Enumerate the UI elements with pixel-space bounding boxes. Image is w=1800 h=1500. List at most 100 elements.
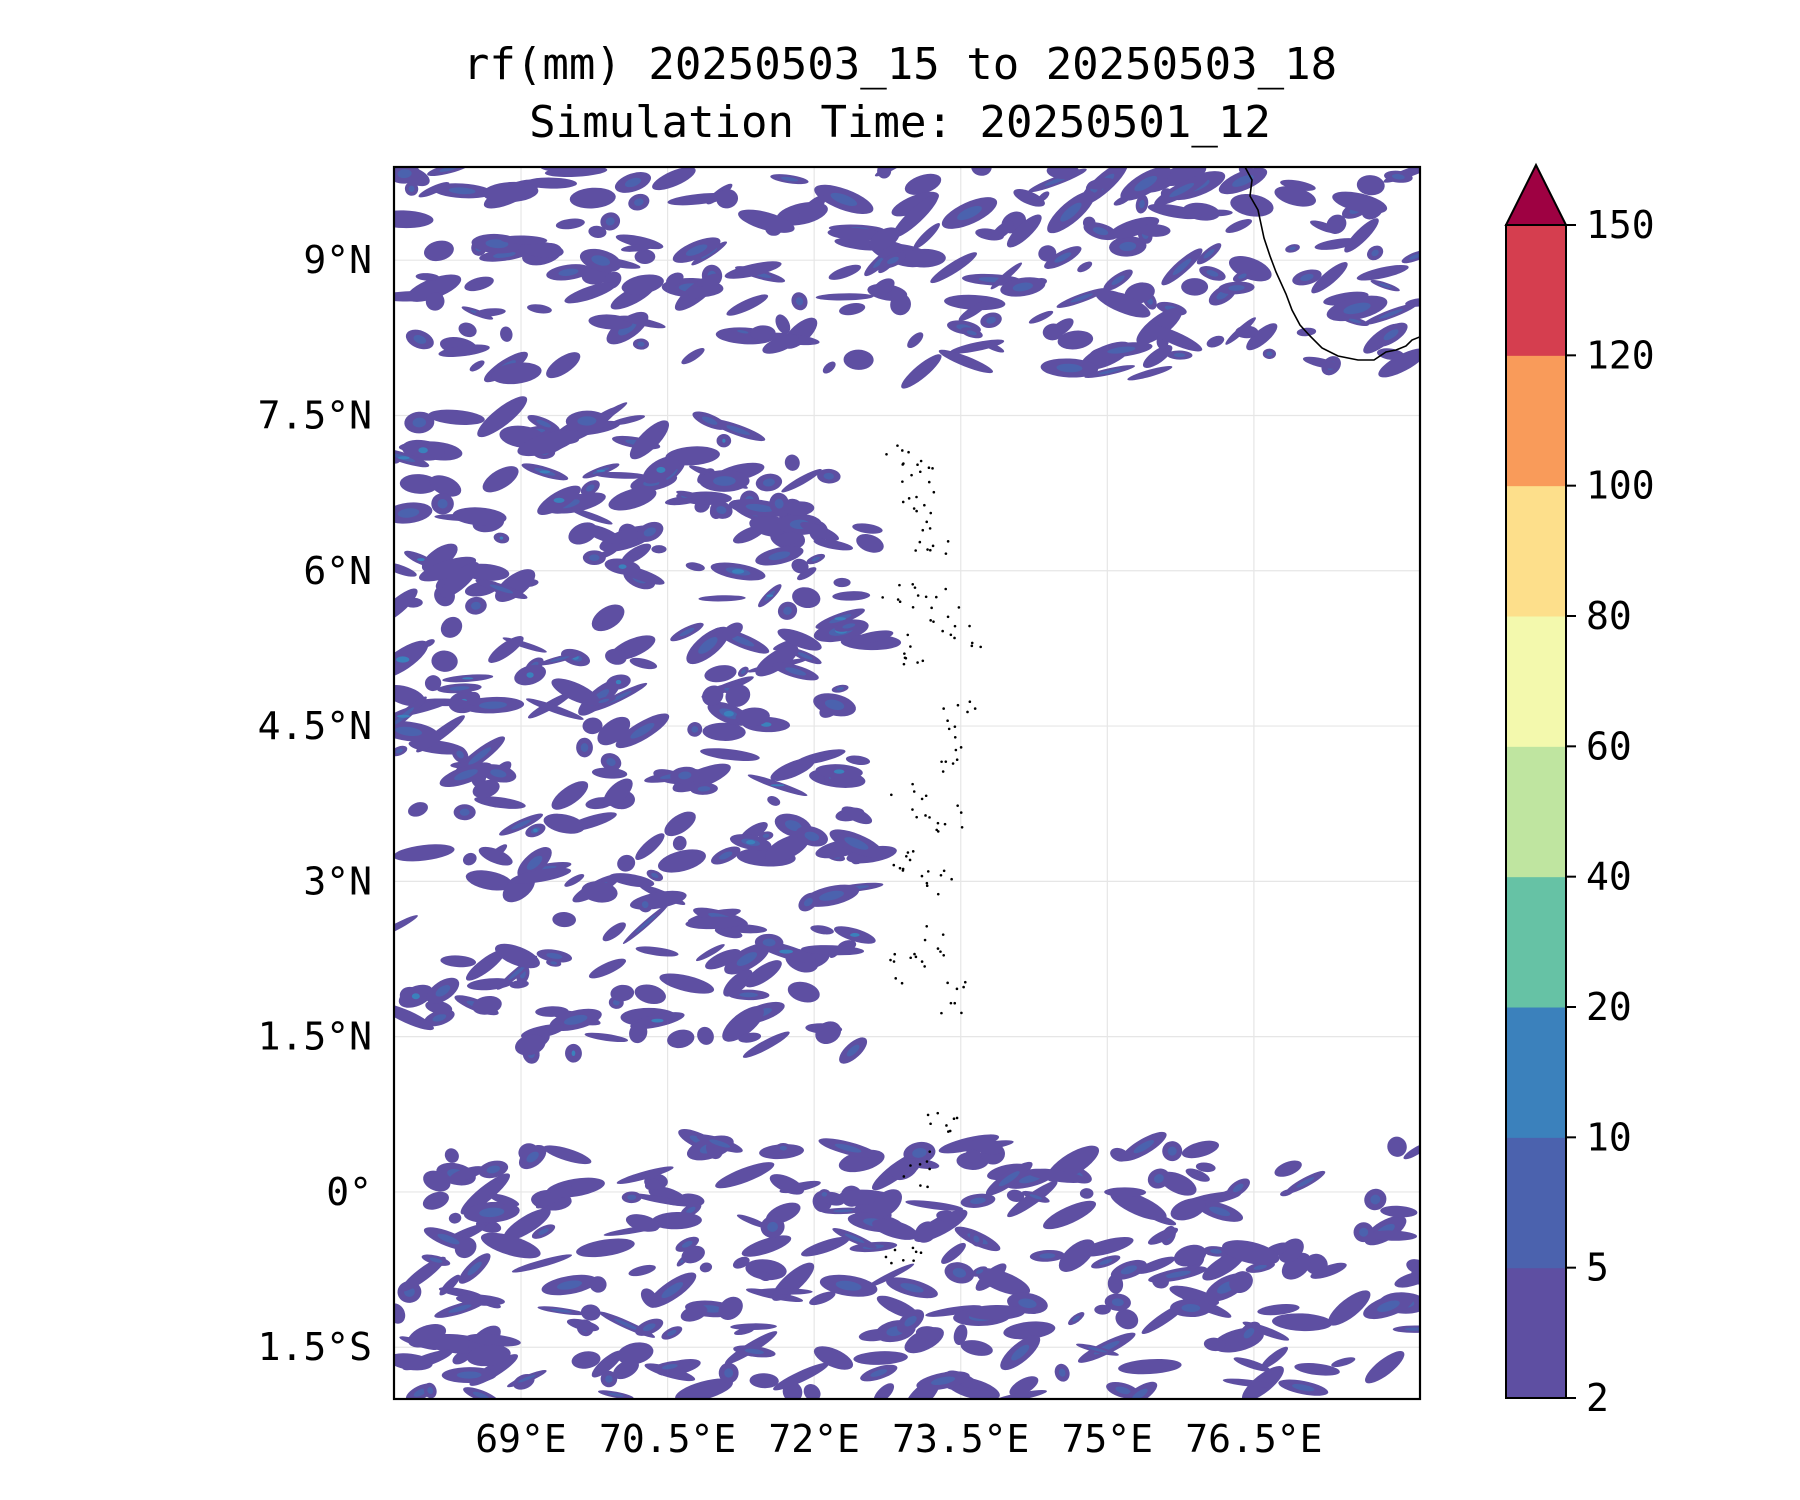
rain-cell-2-5mm [1185, 1168, 1210, 1182]
rain-cell-10-20mm [723, 710, 734, 717]
rain-cell-2-5mm [629, 1022, 648, 1044]
rain-cell-10-20mm [397, 456, 410, 460]
atoll-island [936, 947, 940, 950]
rain-cell-2-5mm [1115, 1309, 1139, 1330]
rain-cell-2-5mm [424, 675, 442, 692]
rain-cell-2-5mm [1006, 1189, 1025, 1202]
rain-cell-2-5mm [762, 334, 799, 354]
rain-cell-2-5mm [1261, 1346, 1289, 1369]
rain-cell-5-10mm [538, 1228, 549, 1235]
rain-cell-2-5mm [950, 339, 1005, 354]
rain-cell-2-5mm [685, 562, 705, 572]
rain-cell-5-10mm [1228, 285, 1245, 291]
rain-cell-5-10mm [986, 316, 996, 324]
rain-cell-2-5mm [617, 1342, 654, 1365]
rain-cell-2-5mm [488, 635, 524, 663]
rain-cell-2-5mm [872, 1189, 902, 1218]
rain-cell-2-5mm [491, 362, 542, 385]
rain-cell-2-5mm [970, 1139, 1004, 1155]
rain-cell-2-5mm [722, 1006, 764, 1042]
rain-cell-5-10mm [698, 637, 718, 654]
rain-cell-5-10mm [437, 498, 448, 509]
y-tick-label: 7.5°N [258, 393, 372, 437]
rain-cell-2-5mm [482, 181, 539, 203]
rain-cell-5-10mm [833, 1209, 853, 1213]
atoll-island [914, 549, 917, 552]
atoll-island [898, 600, 902, 604]
colorbar-segment [1506, 355, 1566, 487]
rain-cell-2-5mm [1110, 1147, 1129, 1162]
rain-cell-2-5mm [416, 715, 465, 753]
rain-cell-5-10mm [740, 669, 746, 675]
atoll-island [924, 794, 928, 798]
rain-cell-2-5mm [810, 925, 834, 935]
atoll-island [919, 1184, 922, 1187]
rain-cell-5-10mm [526, 1151, 539, 1163]
rain-cell-5-10mm [412, 417, 427, 428]
atoll-island [911, 1246, 915, 1250]
rain-cell-2-5mm [394, 1303, 406, 1324]
maldives-atolls [881, 444, 982, 1265]
rain-cell-2-5mm [915, 1326, 941, 1341]
rain-cell-10-20mm [533, 828, 538, 833]
rain-cell-2-5mm [571, 1351, 601, 1369]
rain-cell-2-5mm [552, 912, 577, 928]
rain-cell-2-5mm [815, 293, 874, 301]
rain-cell-5-10mm [1132, 1388, 1148, 1399]
colorbar-tick-label: 2 [1586, 1376, 1609, 1420]
rain-cell-2-5mm [664, 811, 696, 837]
rain-cell-2-5mm [722, 622, 743, 640]
rain-cell-5-10mm [844, 1233, 865, 1243]
rain-cell-5-10mm [549, 656, 570, 662]
rain-cell-2-5mm [822, 361, 836, 374]
rain-cell-5-10mm [606, 757, 616, 767]
rain-cell-2-5mm [726, 294, 769, 316]
y-tick-label: 6°N [303, 549, 372, 593]
rain-cell-5-10mm [1296, 1177, 1315, 1188]
rain-cell-2-5mm [705, 949, 741, 970]
rain-cell-5-10mm [651, 872, 659, 879]
atoll-island [923, 938, 927, 942]
rain-cell-2-5mm [618, 315, 666, 329]
rain-cell-5-10mm [1018, 1298, 1037, 1309]
rain-cell-2-5mm [975, 1263, 1007, 1291]
atoll-island [915, 509, 918, 513]
rain-cell-5-10mm [1238, 273, 1247, 279]
rain-cell-2-5mm [581, 881, 618, 903]
rain-cell-2-5mm [477, 396, 528, 438]
atoll-island [915, 815, 918, 819]
colorbar-tick-label: 40 [1586, 855, 1632, 899]
atoll-island [952, 1117, 956, 1121]
atoll-island [902, 662, 906, 666]
rain-cell-2-5mm [425, 1000, 453, 1015]
rain-cell-2-5mm [724, 261, 782, 279]
rain-cell-2-5mm [428, 409, 485, 426]
atoll-island [920, 960, 924, 963]
atoll-island [955, 987, 959, 991]
atoll-island [884, 1255, 888, 1259]
rain-cell-10-20mm [411, 993, 420, 1000]
rain-cell-2-5mm [568, 522, 598, 545]
atoll-island [921, 528, 925, 532]
rain-cell-5-10mm [767, 1221, 778, 1232]
atoll-island [928, 1167, 931, 1171]
rain-cell-2-5mm [431, 650, 458, 672]
rain-cell-2-5mm [672, 763, 731, 793]
atoll-island [936, 821, 940, 825]
atoll-island [927, 480, 931, 484]
rain-cell-10-20mm [418, 447, 428, 454]
rain-cell-2-5mm [907, 332, 924, 349]
rain-cell-2-5mm [608, 487, 657, 511]
atoll-island [948, 1129, 952, 1133]
rain-cell-2-5mm [472, 995, 502, 1015]
rain-cell-2-5mm [1087, 177, 1116, 190]
rain-cell-5-10mm [550, 961, 558, 965]
rain-cell-2-5mm [944, 294, 1006, 311]
rain-cell-2-5mm [734, 1327, 755, 1336]
rain-cell-5-10mm [691, 726, 699, 733]
rain-cell-2-5mm [775, 314, 791, 334]
rain-cell-2-5mm [1147, 324, 1203, 352]
rain-cell-2-5mm [394, 844, 455, 862]
rain-cell-2-5mm [784, 454, 800, 471]
rain-cell-2-5mm [404, 597, 423, 608]
